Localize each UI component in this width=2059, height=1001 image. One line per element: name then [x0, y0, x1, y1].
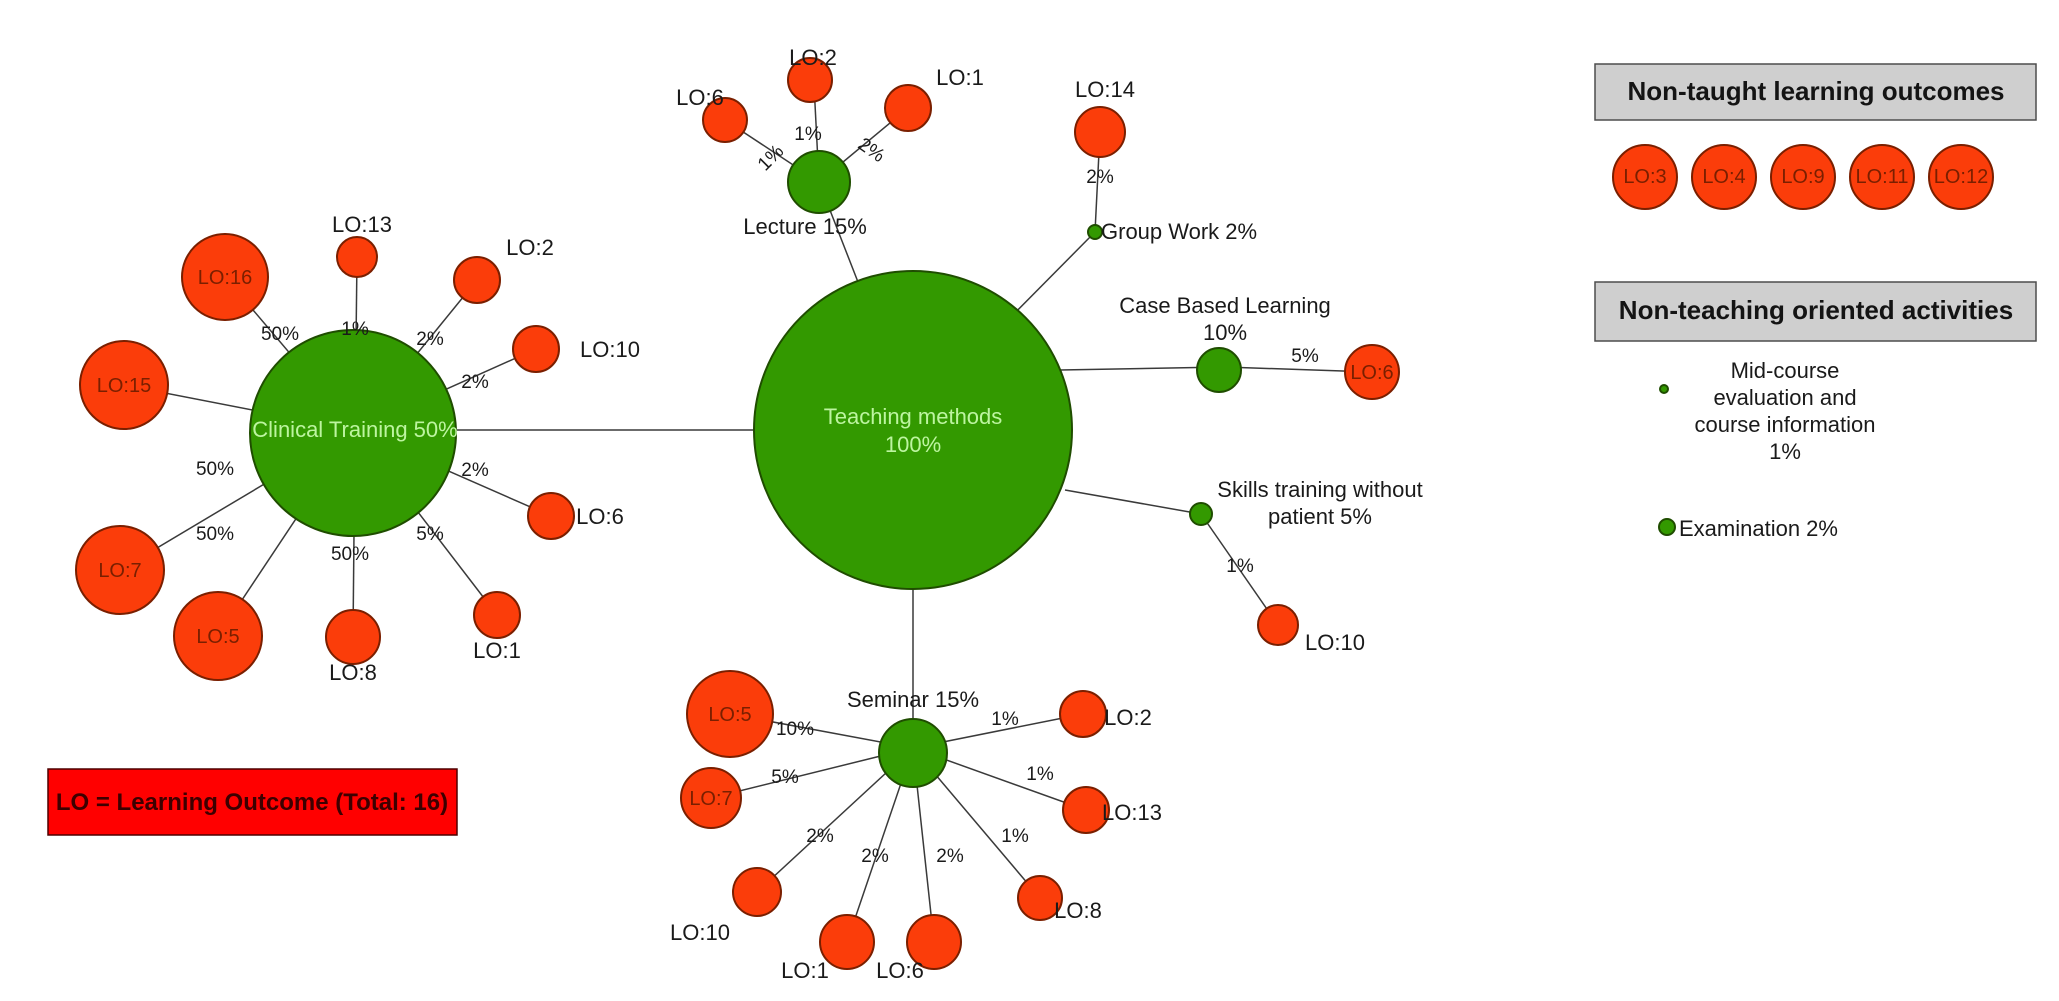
- svg-text:LO:1: LO:1: [936, 65, 984, 90]
- svg-text:Group Work 2%: Group Work 2%: [1101, 219, 1257, 244]
- svg-text:100%: 100%: [885, 432, 941, 457]
- svg-text:LO:1: LO:1: [473, 638, 521, 663]
- svg-text:LO:11: LO:11: [1856, 166, 1909, 188]
- svg-text:2%: 2%: [861, 846, 889, 867]
- svg-text:course information: course information: [1695, 412, 1876, 437]
- svg-text:LO:9: LO:9: [1781, 166, 1824, 188]
- svg-text:Seminar 15%: Seminar 15%: [847, 687, 979, 712]
- svg-text:LO:14: LO:14: [1075, 77, 1135, 102]
- svg-text:Teaching methods: Teaching methods: [824, 404, 1003, 429]
- svg-text:LO:13: LO:13: [1102, 800, 1162, 825]
- svg-text:patient 5%: patient 5%: [1268, 504, 1372, 529]
- svg-text:LO:2: LO:2: [789, 45, 837, 70]
- svg-text:5%: 5%: [416, 524, 444, 545]
- svg-text:2%: 2%: [461, 372, 489, 393]
- svg-text:LO:6: LO:6: [876, 958, 924, 983]
- svg-text:Non-teaching oriented activiti: Non-teaching oriented activities: [1619, 295, 2013, 325]
- svg-text:2%: 2%: [416, 329, 444, 350]
- svg-text:LO:8: LO:8: [329, 660, 377, 685]
- svg-text:Clinical Training 50%: Clinical Training 50%: [252, 417, 457, 442]
- svg-text:50%: 50%: [196, 524, 234, 545]
- svg-text:LO:2: LO:2: [506, 235, 554, 260]
- svg-text:LO:4: LO:4: [1702, 166, 1745, 188]
- svg-text:2%: 2%: [806, 826, 834, 847]
- svg-text:1%: 1%: [794, 124, 822, 145]
- svg-text:1%: 1%: [754, 141, 788, 175]
- svg-text:1%: 1%: [1769, 439, 1801, 464]
- svg-text:LO:7: LO:7: [98, 560, 141, 582]
- svg-text:50%: 50%: [261, 324, 299, 345]
- svg-text:LO:6: LO:6: [576, 504, 624, 529]
- svg-text:5%: 5%: [771, 767, 799, 788]
- svg-text:LO:12: LO:12: [1934, 166, 1988, 188]
- svg-text:LO:8: LO:8: [1054, 898, 1102, 923]
- svg-text:10%: 10%: [1203, 320, 1247, 345]
- svg-text:1%: 1%: [991, 709, 1019, 730]
- svg-text:LO:6: LO:6: [1350, 362, 1393, 384]
- svg-text:1%: 1%: [341, 319, 369, 340]
- svg-text:LO:2: LO:2: [1104, 705, 1152, 730]
- svg-text:Mid-course: Mid-course: [1731, 358, 1840, 383]
- svg-text:LO:15: LO:15: [97, 375, 151, 397]
- svg-text:LO:3: LO:3: [1623, 166, 1666, 188]
- svg-text:LO = Learning Outcome (Total:: LO = Learning Outcome (Total: 16): [56, 789, 448, 816]
- svg-text:Examination 2%: Examination 2%: [1679, 516, 1838, 541]
- svg-text:LO:5: LO:5: [708, 704, 751, 726]
- svg-text:1%: 1%: [1226, 556, 1254, 577]
- svg-text:LO:16: LO:16: [198, 267, 252, 289]
- svg-text:50%: 50%: [196, 459, 234, 480]
- svg-text:LO:7: LO:7: [689, 788, 732, 810]
- svg-text:LO:13: LO:13: [332, 212, 392, 237]
- svg-text:Case Based Learning: Case Based Learning: [1119, 293, 1331, 318]
- svg-text:1%: 1%: [1001, 826, 1029, 847]
- svg-text:1%: 1%: [1026, 764, 1054, 785]
- svg-text:10%: 10%: [776, 719, 814, 740]
- svg-text:2%: 2%: [461, 460, 489, 481]
- svg-text:2%: 2%: [1086, 167, 1114, 188]
- svg-text:LO:10: LO:10: [670, 920, 730, 945]
- svg-text:2%: 2%: [936, 846, 964, 867]
- svg-text:LO:5: LO:5: [196, 626, 239, 648]
- svg-text:50%: 50%: [331, 544, 369, 565]
- svg-text:LO:10: LO:10: [580, 337, 640, 362]
- svg-text:2%: 2%: [854, 134, 889, 167]
- svg-text:Lecture 15%: Lecture 15%: [743, 214, 867, 239]
- svg-text:Non-taught learning outcomes: Non-taught learning outcomes: [1628, 76, 2005, 106]
- svg-text:5%: 5%: [1291, 346, 1319, 367]
- svg-text:evaluation and: evaluation and: [1713, 385, 1856, 410]
- svg-text:LO:6: LO:6: [676, 85, 724, 110]
- svg-text:LO:10: LO:10: [1305, 630, 1365, 655]
- svg-text:Skills training without: Skills training without: [1217, 477, 1422, 502]
- svg-text:LO:1: LO:1: [781, 958, 829, 983]
